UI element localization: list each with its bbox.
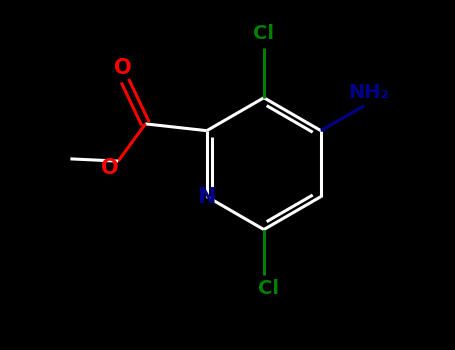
Text: O: O (114, 58, 131, 78)
Text: NH₂: NH₂ (348, 83, 389, 102)
Text: Cl: Cl (253, 24, 274, 43)
Text: O: O (101, 158, 119, 178)
Text: N: N (197, 187, 216, 206)
Text: Cl: Cl (258, 279, 279, 298)
